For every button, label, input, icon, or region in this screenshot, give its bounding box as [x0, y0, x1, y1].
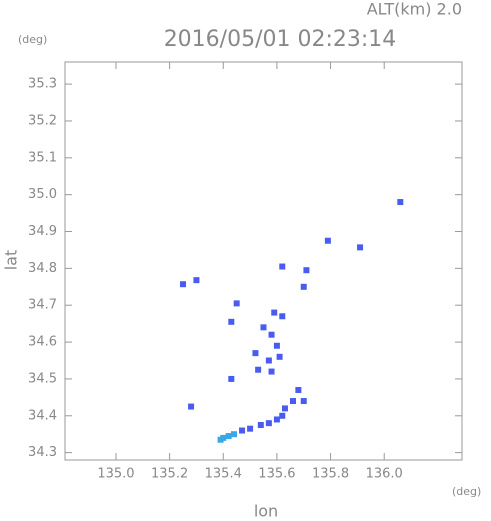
echo-point — [303, 267, 310, 274]
y-unit: (deg) — [18, 33, 47, 46]
echo-point — [273, 416, 280, 423]
y-tick-label: 34.8 — [28, 261, 57, 276]
echo-point — [225, 433, 232, 440]
echo-point — [217, 436, 224, 443]
echo-point — [357, 244, 364, 251]
echo-point — [230, 431, 237, 438]
echo-point — [188, 403, 195, 410]
plot-frame — [64, 61, 463, 461]
echo-point — [271, 309, 278, 316]
echo-point — [268, 368, 275, 375]
echo-point — [397, 199, 404, 206]
chart-title: 2016/05/01 02:23:14 — [164, 27, 397, 52]
x-tick-label: 135.0 — [97, 467, 134, 482]
echo-point — [228, 375, 235, 382]
echo-point — [279, 313, 286, 320]
y-tick-label: 35.0 — [28, 187, 57, 202]
y-tick-label: 35.2 — [28, 113, 57, 128]
echo-point — [290, 398, 297, 405]
echo-point — [279, 263, 286, 270]
y-tick-label: 35.3 — [28, 77, 57, 92]
echo-point — [279, 412, 286, 419]
echo-point — [247, 425, 254, 432]
echo-point — [268, 331, 275, 338]
echo-point — [228, 318, 235, 325]
echo-point — [193, 277, 200, 284]
echo-point — [324, 237, 331, 244]
altitude-label: ALT(km) 2.0 — [367, 0, 462, 19]
y-tick-label: 34.7 — [28, 298, 57, 313]
echo-point — [265, 357, 272, 364]
echo-point — [255, 366, 262, 373]
echo-point — [180, 281, 187, 288]
x-tick-label: 135.8 — [312, 467, 349, 482]
echo-point — [233, 300, 240, 307]
echo-point — [276, 353, 283, 360]
y-tick-label: 35.1 — [28, 150, 57, 165]
echo-point — [281, 405, 288, 412]
x-tick-label: 135.4 — [205, 467, 242, 482]
y-tick-label: 34.6 — [28, 335, 57, 350]
echo-point — [300, 283, 307, 290]
echo-point — [273, 342, 280, 349]
x-tick-label: 135.6 — [258, 467, 295, 482]
echo-point — [300, 398, 307, 405]
y-tick-label: 34.4 — [28, 408, 57, 423]
x-tick-label: 136.0 — [366, 467, 403, 482]
x-tick-label: 135.2 — [151, 467, 188, 482]
y-tick-label: 34.5 — [28, 371, 57, 386]
echo-point — [257, 421, 264, 428]
y-tick-label: 34.3 — [28, 445, 57, 460]
echo-point — [295, 386, 302, 393]
x-unit: (deg) — [452, 485, 481, 498]
echo-point — [260, 324, 267, 331]
x-axis-label: lon — [254, 502, 278, 521]
echo-point — [265, 420, 272, 427]
y-axis-label: lat — [2, 250, 21, 271]
echo-point — [239, 427, 246, 434]
echo-point — [252, 350, 259, 357]
y-tick-label: 34.9 — [28, 224, 57, 239]
